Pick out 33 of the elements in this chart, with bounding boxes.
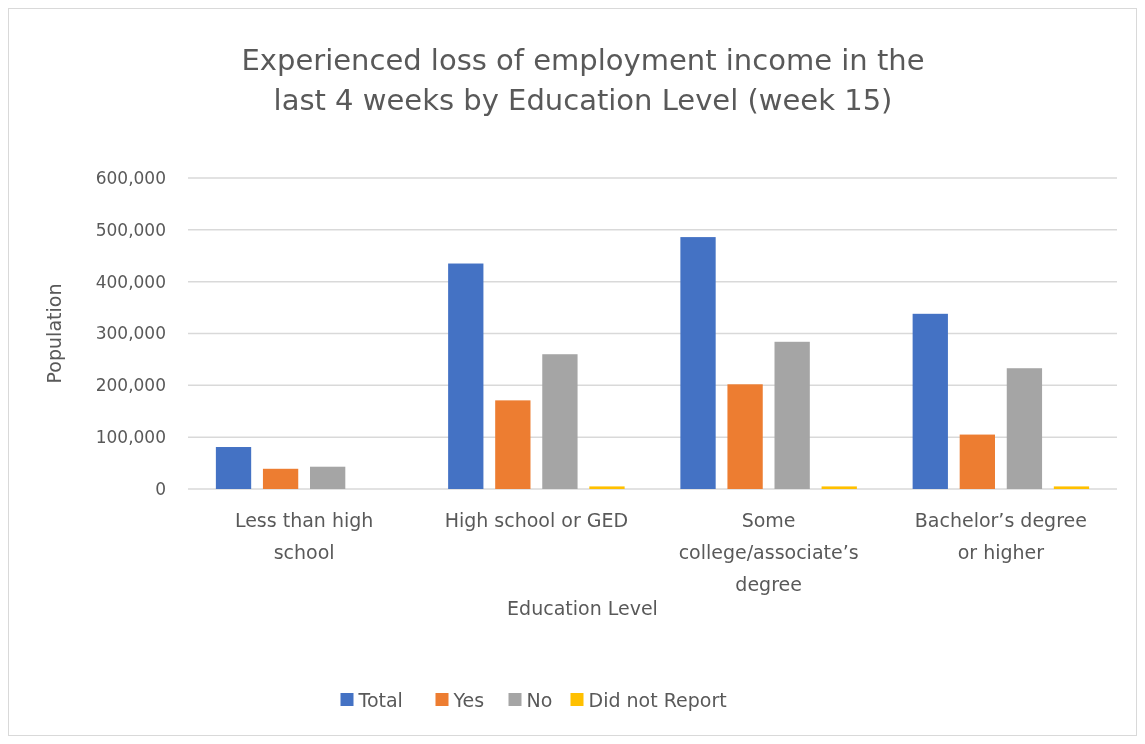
y-tick-label: 200,000 bbox=[95, 375, 166, 396]
y-tick-label: 0 bbox=[155, 478, 166, 499]
y-tick-label: 500,000 bbox=[95, 219, 166, 240]
x-tick-label: Less than high school bbox=[234, 509, 374, 563]
bar bbox=[774, 341, 810, 489]
legend-label: Did not Report bbox=[588, 688, 727, 711]
y-tick-label: 100,000 bbox=[95, 427, 166, 448]
y-tick-label: 400,000 bbox=[95, 271, 166, 292]
bar bbox=[912, 313, 948, 489]
bar bbox=[310, 466, 346, 489]
legend-label: No bbox=[526, 688, 553, 711]
bar bbox=[448, 263, 484, 489]
legend-label: Yes bbox=[452, 688, 485, 711]
bar bbox=[959, 434, 995, 489]
bar bbox=[262, 468, 299, 489]
y-axis-title: Population bbox=[43, 283, 65, 384]
x-axis-title: Education Level bbox=[507, 597, 658, 619]
bar bbox=[542, 354, 578, 489]
y-tick-label: 600,000 bbox=[95, 167, 166, 188]
bar bbox=[215, 447, 252, 489]
bar bbox=[495, 400, 531, 489]
bar bbox=[1053, 486, 1090, 489]
x-tick-label: Some college/associate’s degree bbox=[678, 509, 859, 595]
chart-title: Experienced loss of employment income in the last 4 weeks by Education Level (week 15) bbox=[241, 43, 925, 117]
y-tick-label: 300,000 bbox=[95, 323, 166, 344]
bar bbox=[589, 486, 625, 489]
x-tick-label: Bachelor’s degree or higher bbox=[914, 509, 1087, 563]
x-tick-label: High school or GED bbox=[444, 509, 629, 531]
bar bbox=[680, 237, 716, 489]
bar bbox=[1006, 368, 1043, 489]
bar bbox=[727, 384, 763, 489]
legend-label: Total bbox=[357, 688, 403, 711]
bar bbox=[821, 486, 857, 489]
